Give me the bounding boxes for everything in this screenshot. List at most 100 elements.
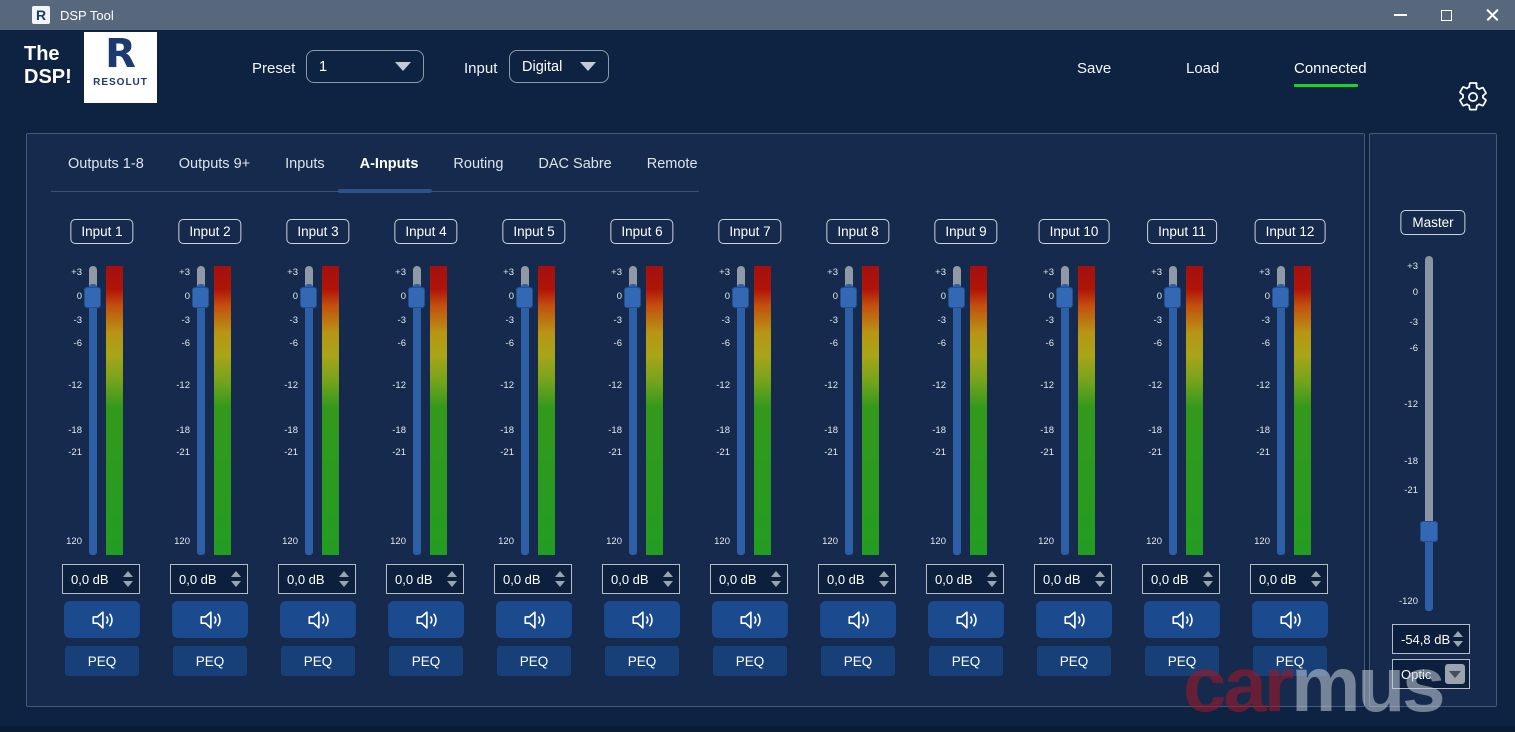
mute-button[interactable] [64,601,140,638]
gain-spinner[interactable]: 0,0 dB [1142,564,1220,594]
spin-down-icon[interactable] [1453,641,1463,647]
spin-down-icon[interactable] [555,581,565,587]
gain-spinner[interactable]: 0,0 dB [494,564,572,594]
mute-button[interactable] [388,601,464,638]
spinner-arrows[interactable] [1311,571,1321,587]
spin-down-icon[interactable] [1311,581,1321,587]
spin-up-icon[interactable] [1311,571,1321,577]
gain-spinner[interactable]: 0,0 dB [278,564,356,594]
fader-handle[interactable] [516,287,533,308]
fader-handle[interactable] [300,287,317,308]
fader-track[interactable] [953,266,961,292]
preset-dropdown[interactable]: 1 [306,50,424,83]
spinner-arrows[interactable] [771,571,781,587]
channel-label-button[interactable]: Input 7 [718,219,782,244]
spinner-arrows[interactable] [555,571,565,587]
spinner-arrows[interactable] [1453,631,1463,647]
tab-remote[interactable]: Remote [646,156,698,172]
spin-up-icon[interactable] [987,571,997,577]
spin-up-icon[interactable] [447,571,457,577]
spin-up-icon[interactable] [1453,631,1463,637]
spin-down-icon[interactable] [1203,581,1213,587]
gain-spinner[interactable]: 0,0 dB [386,564,464,594]
fader-track[interactable] [1061,266,1069,292]
fader-track[interactable] [521,266,529,292]
fader-track[interactable] [1169,266,1177,292]
spin-up-icon[interactable] [663,571,673,577]
spin-down-icon[interactable] [231,581,241,587]
gain-spinner[interactable]: 0,0 dB [818,564,896,594]
peq-button[interactable]: PEQ [1145,646,1219,676]
fader-track[interactable] [197,266,205,292]
fader-track[interactable] [737,266,745,292]
spin-up-icon[interactable] [1203,571,1213,577]
spinner-arrows[interactable] [1095,571,1105,587]
fader-handle[interactable] [408,287,425,308]
spinner-arrows[interactable] [987,571,997,587]
spin-down-icon[interactable] [879,581,889,587]
peq-button[interactable]: PEQ [821,646,895,676]
peq-button[interactable]: PEQ [281,646,355,676]
fader-handle[interactable] [948,287,965,308]
fader-track[interactable] [305,266,313,292]
mute-button[interactable] [1144,601,1220,638]
spin-up-icon[interactable] [123,571,133,577]
peq-button[interactable]: PEQ [497,646,571,676]
master-label-button[interactable]: Master [1400,210,1466,235]
spin-up-icon[interactable] [771,571,781,577]
spinner-arrows[interactable] [123,571,133,587]
fader-track[interactable] [89,266,97,292]
spin-down-icon[interactable] [663,581,673,587]
master-gain-spinner[interactable]: -54,8 dB [1392,624,1470,654]
gain-spinner[interactable]: 0,0 dB [170,564,248,594]
spinner-arrows[interactable] [1203,571,1213,587]
mute-button[interactable] [928,601,1004,638]
fader-track[interactable] [629,266,637,292]
mute-button[interactable] [1252,601,1328,638]
load-button[interactable]: Load [1186,60,1220,77]
spin-up-icon[interactable] [1095,571,1105,577]
peq-button[interactable]: PEQ [929,646,1003,676]
spin-up-icon[interactable] [231,571,241,577]
spinner-arrows[interactable] [879,571,889,587]
tab-outputs-9[interactable]: Outputs 9+ [178,156,251,172]
settings-button[interactable] [1457,81,1489,113]
fader-handle[interactable] [192,287,209,308]
spin-down-icon[interactable] [447,581,457,587]
mute-button[interactable] [1036,601,1112,638]
master-fader-handle[interactable] [1420,521,1438,542]
gain-spinner[interactable]: 0,0 dB [602,564,680,594]
channel-label-button[interactable]: Input 9 [934,219,998,244]
spin-up-icon[interactable] [879,571,889,577]
spin-down-icon[interactable] [771,581,781,587]
mute-button[interactable] [280,601,356,638]
peq-button[interactable]: PEQ [389,646,463,676]
channel-label-button[interactable]: Input 4 [394,219,458,244]
save-button[interactable]: Save [1077,60,1112,77]
channel-label-button[interactable]: Input 2 [178,219,242,244]
fader-handle[interactable] [1164,287,1181,308]
tab-inputs[interactable]: Inputs [285,156,325,172]
fader-handle[interactable] [840,287,857,308]
peq-button[interactable]: PEQ [65,646,139,676]
input-dropdown[interactable]: Digital [509,50,609,83]
fader-handle[interactable] [1056,287,1073,308]
gain-spinner[interactable]: 0,0 dB [1250,564,1328,594]
fader-handle[interactable] [1272,287,1289,308]
fader-track[interactable] [1277,266,1285,292]
mute-button[interactable] [496,601,572,638]
output-mode-dropdown[interactable]: Optic [1392,659,1470,689]
fader-track[interactable] [845,266,853,292]
mute-button[interactable] [172,601,248,638]
fader-handle[interactable] [84,287,101,308]
close-button[interactable] [1469,0,1515,30]
mute-button[interactable] [604,601,680,638]
tab-routing[interactable]: Routing [453,156,504,172]
channel-label-button[interactable]: Input 8 [826,219,890,244]
maximize-button[interactable] [1423,0,1469,30]
gain-spinner[interactable]: 0,0 dB [926,564,1004,594]
spin-down-icon[interactable] [1095,581,1105,587]
channel-label-button[interactable]: Input 11 [1147,219,1217,244]
minimize-button[interactable] [1377,0,1423,30]
channel-label-button[interactable]: Input 3 [286,219,350,244]
